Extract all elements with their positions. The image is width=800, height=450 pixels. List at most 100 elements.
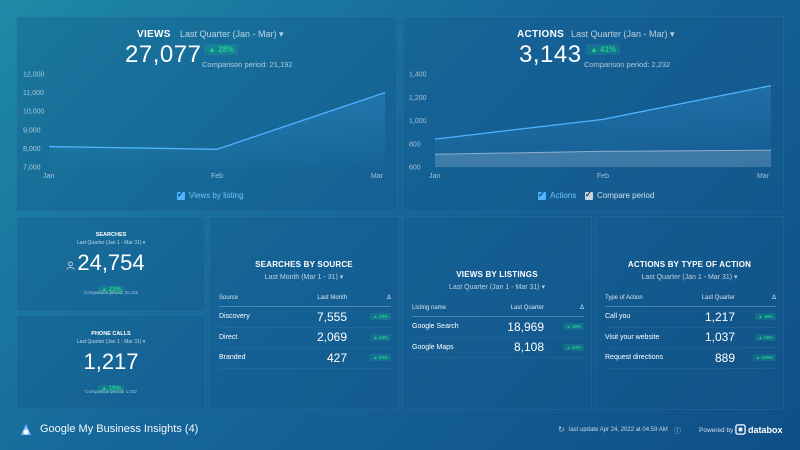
google-my-business-logo-icon bbox=[21, 424, 31, 435]
databox-brand[interactable]: databox bbox=[748, 425, 783, 435]
actions-legend[interactable]: Actions bbox=[538, 190, 576, 200]
views-by-listings-panel: VIEWS BY LISTINGS Last Quarter (Jan 1 - … bbox=[402, 216, 592, 410]
row-change-badge: ▲ 19% bbox=[563, 323, 584, 331]
row-change-badge: ▲ 28% bbox=[755, 333, 776, 341]
y-tick-label: 800 bbox=[409, 141, 421, 148]
column-header: Last Month bbox=[279, 295, 347, 307]
actions-area-chart: 1,400 1,200 1,000 800 600 Jan Feb Mar bbox=[409, 72, 772, 180]
actions-value: 3,143 bbox=[519, 41, 582, 68]
x-tick-label: Jan bbox=[429, 173, 440, 180]
views-comparison: Comparison period: 21,192 bbox=[202, 60, 293, 69]
by-source-period-dropdown[interactable]: Last Month (Mar 1 - 31) bbox=[210, 273, 398, 281]
views-period-dropdown[interactable]: Last Quarter (Jan - Mar) bbox=[180, 29, 284, 40]
series-line bbox=[434, 84, 772, 140]
table-header-row: Source Last Month Δ bbox=[219, 295, 391, 307]
row-change-cell: ▲ 19% bbox=[544, 316, 584, 338]
row-change-badge: ▲ 44% bbox=[370, 333, 391, 341]
refresh-icon[interactable]: ↻ bbox=[558, 425, 565, 434]
table-row: Google Search 18,969 ▲ 19% bbox=[412, 316, 584, 338]
table-row: Request directions 889 ▲ 155% bbox=[605, 347, 776, 369]
series-area bbox=[435, 85, 771, 167]
calls-period-dropdown[interactable]: Last Quarter (Jan 1 - Mar 31) bbox=[17, 339, 205, 345]
searches-by-source-panel: SEARCHES BY SOURCE Last Month (Mar 1 - 3… bbox=[209, 216, 399, 410]
row-value: 427 bbox=[279, 347, 347, 369]
table-header-row: Type of Action Last Quarter Δ bbox=[605, 295, 776, 307]
row-label: Call you bbox=[605, 306, 677, 328]
compare-legend-label: Compare period bbox=[597, 191, 655, 200]
searches-value: 24,754 bbox=[77, 250, 145, 275]
x-tick-label: Feb bbox=[597, 173, 609, 180]
column-header: Last Quarter bbox=[474, 305, 544, 317]
series-area bbox=[49, 92, 385, 167]
calls-title: PHONE CALLS bbox=[91, 331, 131, 337]
y-tick-label: 9,000 bbox=[23, 127, 41, 134]
by-listing-title: VIEWS BY LISTINGS bbox=[456, 270, 538, 279]
row-change-cell: ▲ 155% bbox=[735, 347, 776, 369]
actions-period-dropdown[interactable]: Last Quarter (Jan - Mar) bbox=[571, 29, 675, 40]
actions-panel: ACTIONS Last Quarter (Jan - Mar) 3,143 ▲… bbox=[402, 16, 784, 212]
row-change-badge: ▲ 54% bbox=[563, 343, 584, 351]
x-tick-label: Jan bbox=[43, 173, 54, 180]
row-value: 18,969 bbox=[474, 316, 544, 338]
y-tick-label: 8,000 bbox=[23, 146, 41, 153]
views-legend-label: Views by listing bbox=[189, 191, 244, 200]
table-row: Direct 2,069 ▲ 44% bbox=[219, 327, 391, 348]
calls-badge-row: ▲ 19% bbox=[17, 377, 205, 395]
by-source-table: Source Last Month Δ Discovery 7,555 ▲ 28… bbox=[219, 295, 391, 369]
y-tick-label: 12,000 bbox=[23, 72, 45, 79]
by-type-table: Type of Action Last Quarter Δ Call you 1… bbox=[605, 295, 776, 369]
row-change-cell: ▲ 28% bbox=[347, 306, 391, 328]
x-tick-label: Feb bbox=[211, 173, 223, 180]
y-tick-label: 11,000 bbox=[23, 90, 44, 97]
column-header: Last Quarter bbox=[677, 295, 735, 307]
table-header-row: Listing name Last Quarter Δ bbox=[412, 305, 584, 317]
row-change-cell: ▲ 99% bbox=[347, 347, 391, 369]
databox-logo-icon bbox=[735, 424, 746, 435]
row-change-badge: ▲ 155% bbox=[752, 354, 776, 362]
row-label: Google Maps bbox=[412, 337, 474, 358]
row-label: Google Search bbox=[412, 316, 474, 338]
footer-bar: Google My Business Insights (4) ↻ last u… bbox=[0, 412, 800, 450]
checkbox-icon[interactable] bbox=[585, 190, 593, 200]
y-tick-label: 1,000 bbox=[409, 118, 427, 125]
searches-period-dropdown[interactable]: Last Quarter (Jan 1 - Mar 31) bbox=[17, 240, 205, 246]
y-tick-label: 1,400 bbox=[409, 72, 427, 79]
row-label: Discovery bbox=[219, 306, 279, 328]
views-legend[interactable]: Views by listing bbox=[177, 190, 244, 200]
series-line bbox=[48, 91, 386, 150]
row-change-cell: ▲ 19% bbox=[735, 306, 776, 328]
by-listing-period-dropdown[interactable]: Last Quarter (Jan 1 - Mar 31) bbox=[403, 283, 591, 291]
column-header: Source bbox=[219, 295, 279, 307]
actions-comparison: Comparison period: 2,232 bbox=[584, 60, 671, 69]
row-value: 7,555 bbox=[279, 306, 347, 328]
y-tick-label: 10,000 bbox=[23, 109, 45, 116]
row-label: Visit your website bbox=[605, 327, 677, 348]
searches-panel: SEARCHES Last Quarter (Jan 1 - Mar 31) 2… bbox=[16, 216, 206, 312]
row-change-cell: ▲ 44% bbox=[347, 327, 391, 348]
compare-legend[interactable]: Compare period bbox=[585, 190, 655, 200]
info-icon[interactable]: ⓘ bbox=[674, 428, 681, 435]
row-value: 1,037 bbox=[677, 327, 735, 348]
row-change-badge: ▲ 99% bbox=[370, 354, 391, 362]
row-value: 889 bbox=[677, 347, 735, 369]
checkbox-icon[interactable] bbox=[177, 190, 185, 200]
column-header: Listing name bbox=[412, 305, 474, 317]
row-change-badge: ▲ 19% bbox=[755, 313, 776, 321]
by-type-period-dropdown[interactable]: Last Quarter (Jan 1 - Mar 31) bbox=[596, 273, 783, 281]
y-tick-label: 600 bbox=[409, 165, 421, 172]
row-label: Branded bbox=[219, 347, 279, 369]
table-row: Call you 1,217 ▲ 19% bbox=[605, 306, 776, 328]
row-change-cell: ▲ 28% bbox=[735, 327, 776, 348]
row-change-cell: ▲ 54% bbox=[544, 337, 584, 358]
column-header: Δ bbox=[347, 295, 391, 307]
y-tick-label: 7,000 bbox=[23, 165, 41, 172]
x-tick-label: Mar bbox=[757, 173, 770, 180]
table-row: Branded 427 ▲ 99% bbox=[219, 347, 391, 369]
by-source-title: SEARCHES BY SOURCE bbox=[255, 260, 353, 269]
compare-series-line bbox=[434, 149, 772, 155]
by-type-title: ACTIONS BY TYPE OF ACTION bbox=[627, 260, 752, 269]
row-label: Direct bbox=[219, 327, 279, 348]
y-tick-label: 1,200 bbox=[409, 95, 427, 102]
table-row: Discovery 7,555 ▲ 28% bbox=[219, 306, 391, 328]
checkbox-icon[interactable] bbox=[538, 190, 546, 200]
